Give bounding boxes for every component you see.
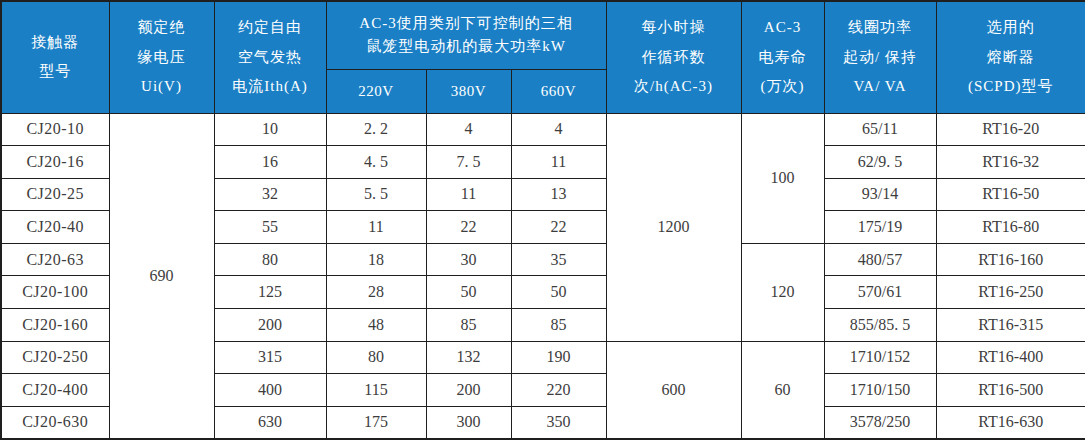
cell-ith: 630 — [214, 406, 326, 439]
contactor-spec-page: 接触器 型号 额定绝 缘电压 Ui(V) 约定自由 空气发热 电流Ith(A) … — [0, 0, 1085, 440]
cell-coil: 1710/152 — [824, 341, 936, 374]
cell-model: CJ20-400 — [1, 374, 109, 407]
cell-fuse: RT16-20 — [936, 113, 1085, 146]
cell-fuse: RT16-500 — [936, 374, 1085, 407]
cell-p660: 22 — [511, 211, 606, 244]
cell-model: CJ20-630 — [1, 406, 109, 439]
cell-p220: 80 — [326, 341, 426, 374]
cell-p380: 30 — [426, 243, 511, 276]
cell-p380: 22 — [426, 211, 511, 244]
cell-coil: 570/61 — [824, 276, 936, 309]
header-660v: 660V — [511, 69, 606, 113]
cell-model: CJ20-63 — [1, 243, 109, 276]
cell-p380: 4 — [426, 113, 511, 146]
cell-p660: 35 — [511, 243, 606, 276]
cell-p220: 28 — [326, 276, 426, 309]
cell-fuse: RT16-250 — [936, 276, 1085, 309]
cell-p380: 50 — [426, 276, 511, 309]
cell-model: CJ20-100 — [1, 276, 109, 309]
cell-fuse: RT16-400 — [936, 341, 1085, 374]
cell-ith: 200 — [214, 309, 326, 342]
cell-model: CJ20-40 — [1, 211, 109, 244]
header-thermal-current: 约定自由 空气发热 电流Ith(A) — [214, 1, 326, 113]
cell-fuse: RT16-630 — [936, 406, 1085, 439]
cell-model: CJ20-16 — [1, 146, 109, 179]
header-ac3-max-power-group: AC-3使用类别下可控制的三相 鼠笼型电动机的最大功率kW — [326, 1, 606, 69]
cell-p380: 132 — [426, 341, 511, 374]
cell-model: CJ20-160 — [1, 309, 109, 342]
header-contactor-model: 接触器 型号 — [1, 1, 109, 113]
cell-fuse: RT16-80 — [936, 211, 1085, 244]
cell-fuse: RT16-315 — [936, 309, 1085, 342]
cell-coil: 65/11 — [824, 113, 936, 146]
cell-model: CJ20-25 — [1, 178, 109, 211]
cell-p380: 7. 5 — [426, 146, 511, 179]
cell-p660: 190 — [511, 341, 606, 374]
cell-p220: 48 — [326, 309, 426, 342]
cell-p380: 11 — [426, 178, 511, 211]
cell-p220: 175 — [326, 406, 426, 439]
contactor-spec-table: 接触器 型号 额定绝 缘电压 Ui(V) 约定自由 空气发热 电流Ith(A) … — [0, 0, 1085, 440]
cell-p660: 4 — [511, 113, 606, 146]
cell-ith: 80 — [214, 243, 326, 276]
cell-coil: 175/19 — [824, 211, 936, 244]
cell-life-merged: 60 — [741, 341, 824, 439]
cell-p220: 11 — [326, 211, 426, 244]
cell-p380: 85 — [426, 309, 511, 342]
cell-cycles-merged: 1200 — [606, 113, 741, 341]
cell-fuse: RT16-160 — [936, 243, 1085, 276]
cell-ith: 315 — [214, 341, 326, 374]
cell-coil: 855/85. 5 — [824, 309, 936, 342]
header-coil-power: 线圈功率 起动/ 保持 VA/ VA — [824, 1, 936, 113]
cell-life-merged: 100 — [741, 113, 824, 243]
header-380v: 380V — [426, 69, 511, 113]
cell-ith: 55 — [214, 211, 326, 244]
cell-p660: 13 — [511, 178, 606, 211]
cell-p220: 115 — [326, 374, 426, 407]
cell-coil: 480/57 — [824, 243, 936, 276]
cell-p660: 220 — [511, 374, 606, 407]
cell-ith: 125 — [214, 276, 326, 309]
cell-fuse: RT16-32 — [936, 146, 1085, 179]
cell-p660: 350 — [511, 406, 606, 439]
cell-ith: 10 — [214, 113, 326, 146]
cell-p660: 85 — [511, 309, 606, 342]
cell-life-merged: 120 — [741, 243, 824, 341]
header-operating-cycles: 每小时操 作循环数 次/h(AC-3) — [606, 1, 741, 113]
cell-fuse: RT16-50 — [936, 178, 1085, 211]
cell-model: CJ20-10 — [1, 113, 109, 146]
cell-p660: 50 — [511, 276, 606, 309]
header-electrical-life: AC-3 电寿命 (万次) — [741, 1, 824, 113]
cell-coil: 1710/150 — [824, 374, 936, 407]
cell-p220: 18 — [326, 243, 426, 276]
table-row: CJ20-10 690 10 2. 2 4 4 1200 100 65/11 R… — [1, 113, 1085, 146]
header-fuse-type: 选用的 熔断器 (SCPD)型号 — [936, 1, 1085, 113]
cell-p660: 11 — [511, 146, 606, 179]
cell-coil: 62/9. 5 — [824, 146, 936, 179]
cell-model: CJ20-250 — [1, 341, 109, 374]
cell-p220: 2. 2 — [326, 113, 426, 146]
cell-coil: 93/14 — [824, 178, 936, 211]
cell-ui-merged: 690 — [109, 113, 214, 439]
cell-p380: 300 — [426, 406, 511, 439]
cell-coil: 3578/250 — [824, 406, 936, 439]
cell-p220: 5. 5 — [326, 178, 426, 211]
cell-cycles-merged: 600 — [606, 341, 741, 439]
cell-p220: 4. 5 — [326, 146, 426, 179]
cell-ith: 16 — [214, 146, 326, 179]
header-220v: 220V — [326, 69, 426, 113]
cell-ith: 32 — [214, 178, 326, 211]
cell-ith: 400 — [214, 374, 326, 407]
cell-p380: 200 — [426, 374, 511, 407]
header-rated-insulation-voltage: 额定绝 缘电压 Ui(V) — [109, 1, 214, 113]
